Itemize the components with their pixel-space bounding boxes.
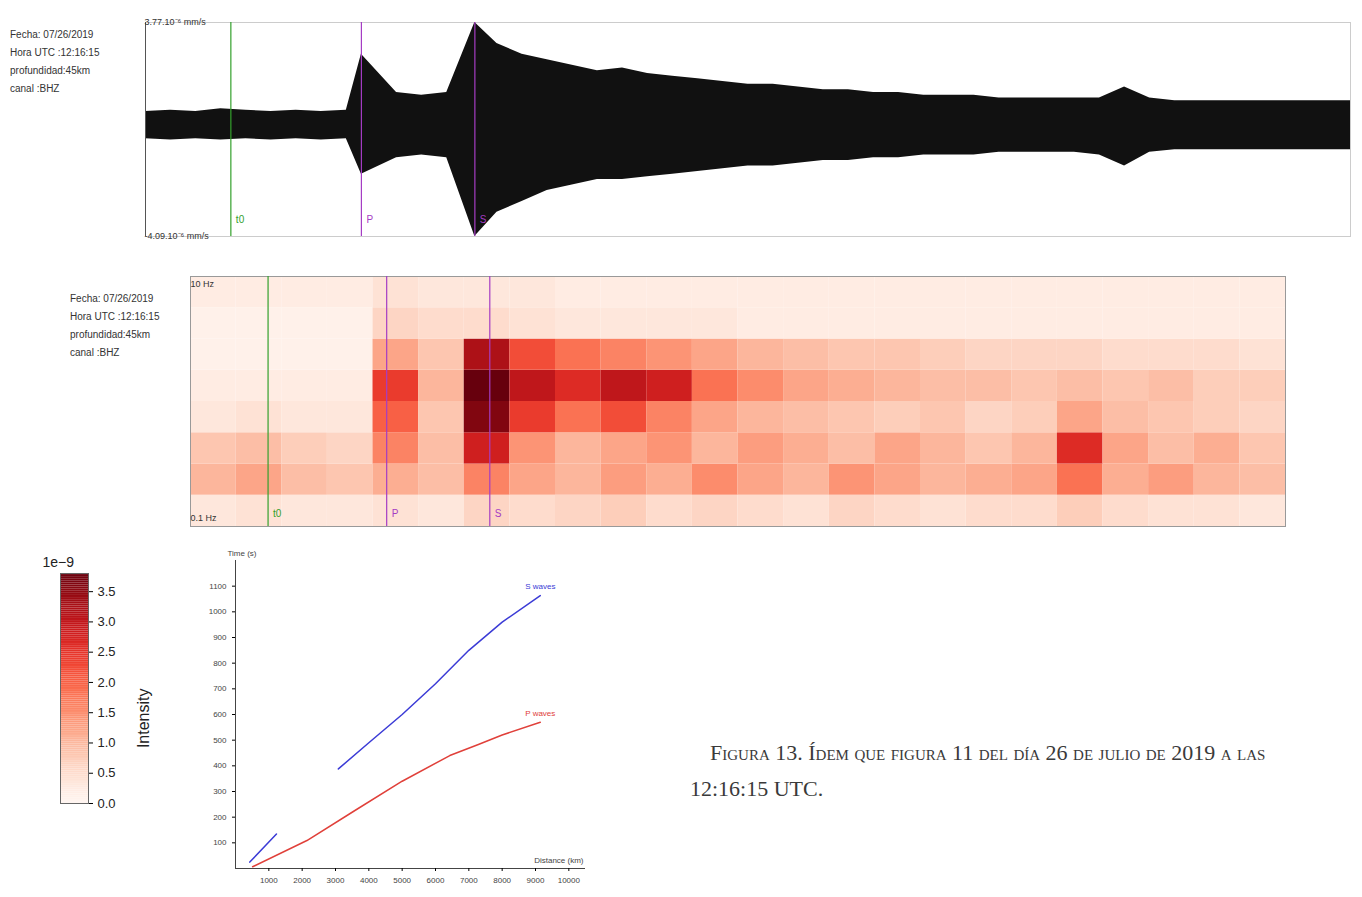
svg-text:900: 900 bbox=[213, 633, 227, 642]
svg-text:3.0: 3.0 bbox=[98, 614, 116, 629]
html-text:Hora UTC :12:16:15: Hora UTC :12:16:15 bbox=[70, 311, 160, 322]
svg-text:2.5: 2.5 bbox=[98, 644, 116, 659]
svg-text:6000: 6000 bbox=[427, 876, 445, 885]
svg-text:200: 200 bbox=[213, 813, 227, 822]
svg-text:S: S bbox=[480, 214, 487, 225]
svg-text:1.0: 1.0 bbox=[98, 735, 116, 750]
svg-text:2.0: 2.0 bbox=[98, 675, 116, 690]
html-text:canal :BHZ: canal :BHZ bbox=[10, 83, 60, 94]
svg-text:Intensity: Intensity bbox=[135, 689, 152, 749]
svg-text:P: P bbox=[392, 508, 399, 519]
html-text:canal :BHZ: canal :BHZ bbox=[70, 347, 120, 358]
svg-text:300: 300 bbox=[213, 787, 227, 796]
svg-text:t0: t0 bbox=[236, 214, 245, 225]
svg-text:t0: t0 bbox=[273, 508, 282, 519]
svg-text:5000: 5000 bbox=[393, 876, 411, 885]
svg-text:S waves: S waves bbox=[525, 582, 555, 591]
svg-text:100: 100 bbox=[213, 838, 227, 847]
html-text:profundidad:45km: profundidad:45km bbox=[10, 65, 91, 76]
svg-text:-4.09.10⁻⁶ mm/s: -4.09.10⁻⁶ mm/s bbox=[145, 231, 210, 241]
svg-text:4000: 4000 bbox=[360, 876, 378, 885]
svg-text:8000: 8000 bbox=[493, 876, 511, 885]
svg-text:10000: 10000 bbox=[558, 876, 581, 885]
html-text:profundidad:45km: profundidad:45km bbox=[70, 329, 151, 340]
svg-text:P: P bbox=[366, 214, 373, 225]
html-text:Hora UTC :12:16:15: Hora UTC :12:16:15 bbox=[10, 47, 100, 58]
html-text:Figura 13. Ídem que figura 11: Figura 13. Ídem que figura 11 del día 26… bbox=[690, 740, 1266, 801]
svg-text:800: 800 bbox=[213, 659, 227, 668]
svg-text:0.1 Hz: 0.1 Hz bbox=[191, 513, 218, 523]
svg-text:Distance (km): Distance (km) bbox=[534, 856, 584, 865]
svg-text:3000: 3000 bbox=[327, 876, 345, 885]
svg-text:0.5: 0.5 bbox=[98, 765, 116, 780]
svg-text:0.0: 0.0 bbox=[98, 796, 116, 811]
svg-text:700: 700 bbox=[213, 684, 227, 693]
svg-text:600: 600 bbox=[213, 710, 227, 719]
svg-text:1000: 1000 bbox=[260, 876, 278, 885]
svg-text:1000: 1000 bbox=[209, 607, 227, 616]
svg-text:2000: 2000 bbox=[293, 876, 311, 885]
svg-text:400: 400 bbox=[213, 761, 227, 770]
html-text:Fecha: 07/26/2019: Fecha: 07/26/2019 bbox=[10, 29, 94, 40]
svg-text:7000: 7000 bbox=[460, 876, 478, 885]
svg-text:9000: 9000 bbox=[527, 876, 545, 885]
svg-text:Time (s): Time (s) bbox=[228, 549, 257, 558]
svg-text:3.5: 3.5 bbox=[98, 584, 116, 599]
svg-text:1e−9: 1e−9 bbox=[43, 554, 75, 570]
svg-text:10 Hz: 10 Hz bbox=[191, 279, 215, 289]
svg-text:3.77.10⁻⁶ mm/s: 3.77.10⁻⁶ mm/s bbox=[145, 17, 207, 27]
svg-text:1.5: 1.5 bbox=[98, 705, 116, 720]
svg-text:500: 500 bbox=[213, 736, 227, 745]
svg-text:S: S bbox=[495, 508, 502, 519]
svg-text:1100: 1100 bbox=[209, 582, 227, 591]
html-text:Fecha: 07/26/2019: Fecha: 07/26/2019 bbox=[70, 293, 154, 304]
svg-text:P waves: P waves bbox=[525, 709, 555, 718]
